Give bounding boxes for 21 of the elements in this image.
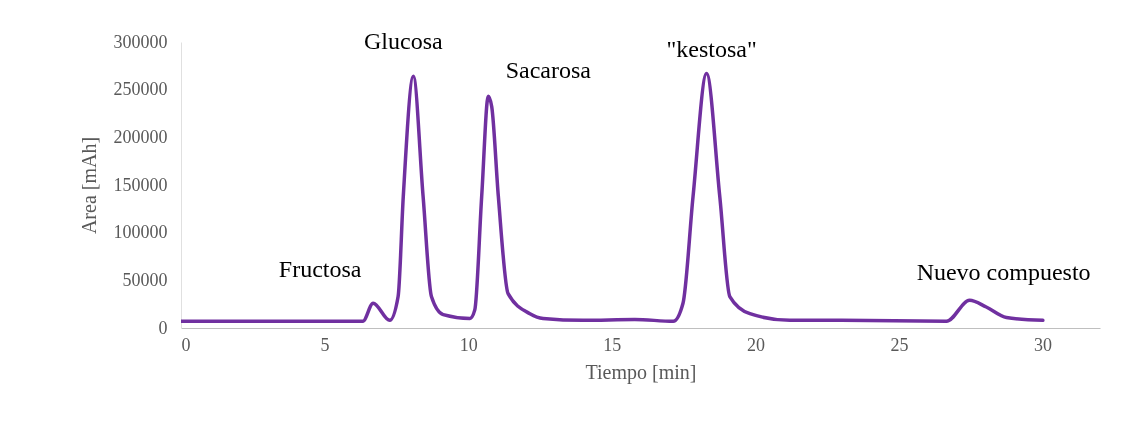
x-tick-label: 15 <box>603 334 622 355</box>
y-tick-label: 250000 <box>113 79 168 100</box>
y-axis-title: Area [mAh] <box>77 136 100 235</box>
x-tick-label: 5 <box>320 334 330 355</box>
y-tick-label: 200000 <box>113 126 168 147</box>
x-tick-label: 30 <box>1034 334 1053 355</box>
annotation: "kestosa" <box>666 36 757 63</box>
y-tick-label: 0 <box>158 317 168 338</box>
y-tick-label: 150000 <box>113 174 168 195</box>
annotation: Nuevo compuesto <box>916 259 1091 286</box>
x-tick-label: 10 <box>459 334 478 355</box>
y-tick-label: 50000 <box>122 269 168 290</box>
annotation: Fructosa <box>278 256 362 283</box>
x-axis-title: Tiempo [min] <box>585 360 697 384</box>
x-tick-label: 0 <box>181 334 191 355</box>
y-tick-label: 300000 <box>113 31 168 52</box>
y-tick-label: 100000 <box>113 222 168 243</box>
annotation: Sacarosa <box>505 57 592 84</box>
annotation: Glucosa <box>364 28 443 55</box>
x-tick-label: 25 <box>890 334 909 355</box>
x-tick-label: 20 <box>746 334 765 355</box>
